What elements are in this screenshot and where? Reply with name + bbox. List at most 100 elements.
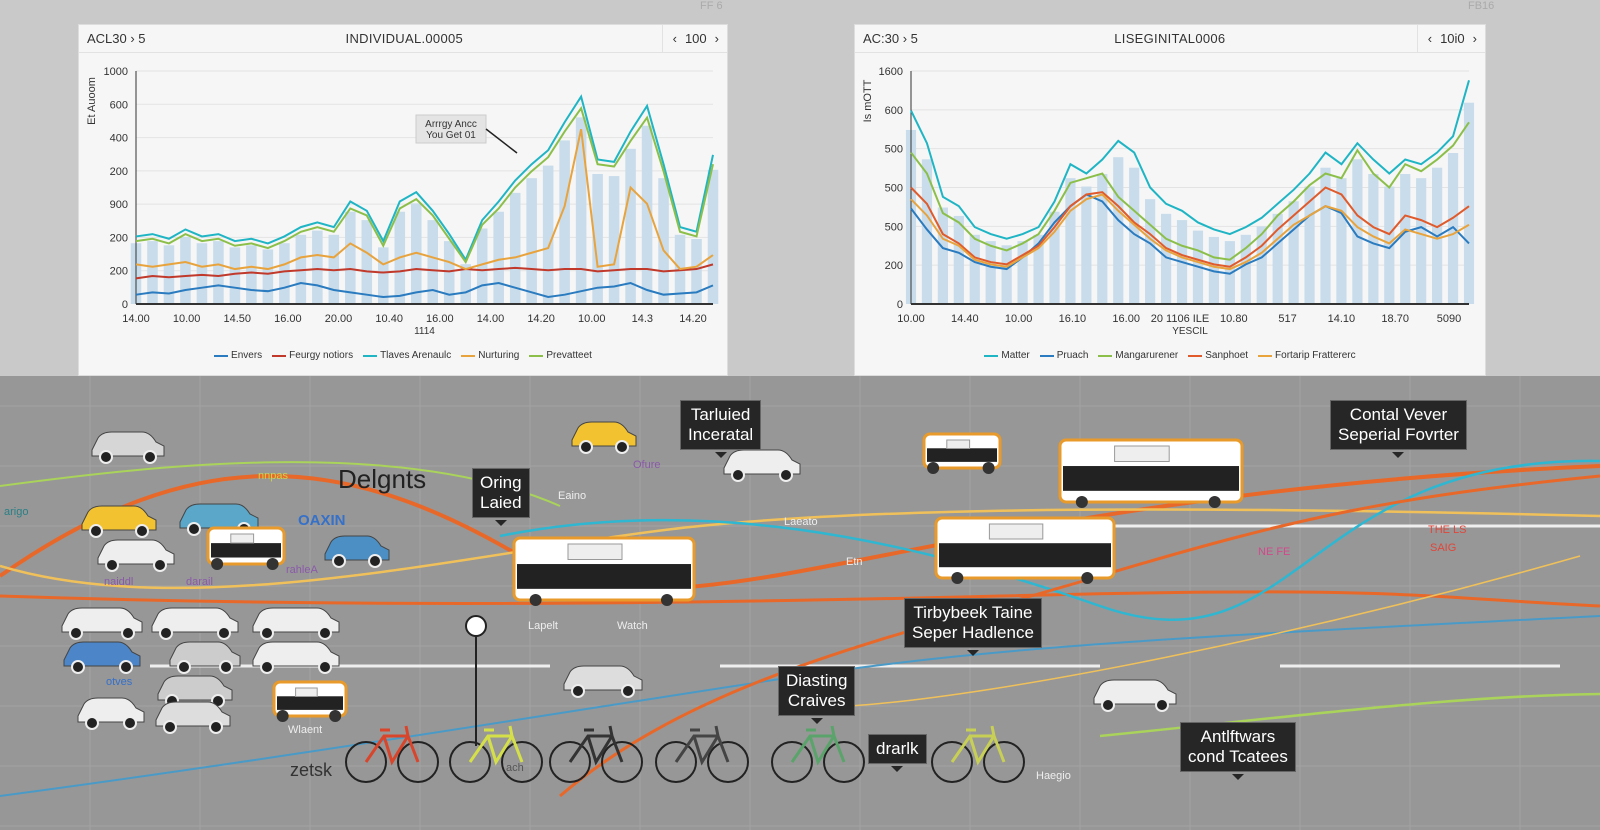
bar [443,241,455,304]
bike-frame [674,725,730,766]
wheel [123,716,137,730]
scene-svg [0,376,1600,830]
bar [493,211,504,304]
car-body [723,449,801,475]
legend-swatch [529,354,544,357]
series-line-fortarip-frattererc [910,193,1470,271]
panel-title: LISEGINITAL0006 [1114,31,1226,46]
car-body [91,431,165,457]
wheel [276,710,289,722]
legend-swatch [1188,354,1203,357]
wheel [345,741,387,783]
legend-item[interactable]: Tlaves Arenaulc [363,350,451,361]
legend-item[interactable]: Sanphoet [1188,350,1248,361]
scene-label: NE FE [1258,546,1291,558]
chevron-left-icon[interactable]: ‹ [672,31,677,46]
legend-swatch [272,354,287,357]
x-tick-label: 14.10 [1328,313,1356,325]
legend-item[interactable]: Pruach [1039,350,1088,361]
page-number: 100 [684,31,707,46]
series-line-feurgy-notiors [135,263,714,280]
wheel [707,741,749,783]
chart-panel-left: ACL30 › 5 INDIVIDUAL.00005 ‹ 100 › 0 200 2… [78,24,728,376]
bar [1129,167,1140,304]
car-icon [723,449,801,482]
bus-windows [211,543,281,558]
scene-label: Laeato [784,516,818,528]
bar [526,178,537,304]
route-line [0,590,1600,608]
breadcrumb[interactable]: AC:30 › 5 [863,31,918,46]
wheel [779,468,793,482]
x-tick-label: 10.00 [578,313,606,325]
corner-label: FF 6 [700,0,723,12]
car-body [324,535,390,561]
bar [1097,173,1108,304]
bar [559,140,570,304]
bar [1272,213,1283,304]
wheel [260,626,274,640]
scene-label: rahleA [286,564,318,576]
x-tick-label: 14.40 [951,313,979,325]
road-sign-icon [465,615,487,637]
series-line-sanphoet [910,186,1470,268]
panel-title: INDIVIDUAL.00005 [345,31,464,46]
legend: Envers Feurgy notiors Tlaves Arenaulc Nurtu… [79,350,727,361]
legend-item[interactable]: Feurgy notiors [272,350,353,361]
wheel [89,524,103,538]
bicycle-icon [931,725,1025,783]
scene-label: THE LS [1428,524,1467,536]
wheel [1101,698,1115,712]
car-icon [155,701,231,734]
scene-label: Wlaent [288,724,323,736]
y-tick-label: 1600 [879,66,903,78]
chevron-right-icon[interactable]: › [1472,31,1477,46]
legend-label: Prevatteet [546,350,592,361]
callout: Contal Vever Seperial Fovrter [1330,400,1467,458]
wheel [163,720,177,734]
wheel [159,626,173,640]
x-tick-label: 14.20 [679,313,707,325]
series-line-envers [135,281,714,299]
x-tick-label: 16.10 [1059,313,1087,325]
wheel [601,741,643,783]
legend-item[interactable]: Prevatteet [529,350,592,361]
legend-swatch [1258,354,1273,357]
legend-item[interactable]: Matter [984,350,1030,361]
legend-item[interactable]: Fortarip Frattererc [1258,350,1356,361]
route-line [849,555,1581,707]
wheel [549,741,591,783]
legend-item[interactable]: Nurturing [461,350,519,361]
wheel [927,462,940,474]
bus-windows [939,543,1111,568]
scene-label: Haegio [1036,770,1071,782]
legend-item[interactable]: Envers [214,350,262,361]
legend-item[interactable]: Mangarurener [1098,350,1178,361]
route-line [499,459,1600,621]
car-icon [252,641,340,674]
chevron-left-icon[interactable]: ‹ [1427,31,1433,46]
wheel [931,741,973,783]
wheel [1155,698,1169,712]
bar [229,247,241,304]
bar [262,249,274,304]
bus-sign [988,523,1044,540]
bar [1368,173,1379,304]
bar [378,247,389,304]
bar [147,241,158,304]
bar [608,176,620,304]
y-axis-label: Is mOTT [862,79,874,122]
car-icon [77,697,145,730]
y-tick-label: 900 [110,199,128,211]
car-icon [81,505,157,538]
chevron-right-icon[interactable]: › [714,31,719,46]
bike-frame [568,725,624,766]
bus-icon [934,516,1116,584]
scene-label: nnpas [258,470,288,482]
legend-label: Envers [231,350,263,361]
bar [1256,226,1267,304]
bar [213,241,224,304]
car-body [155,701,231,727]
x-tick-label: 10.40 [375,313,403,325]
breadcrumb[interactable]: ACL30 › 5 [87,31,146,46]
